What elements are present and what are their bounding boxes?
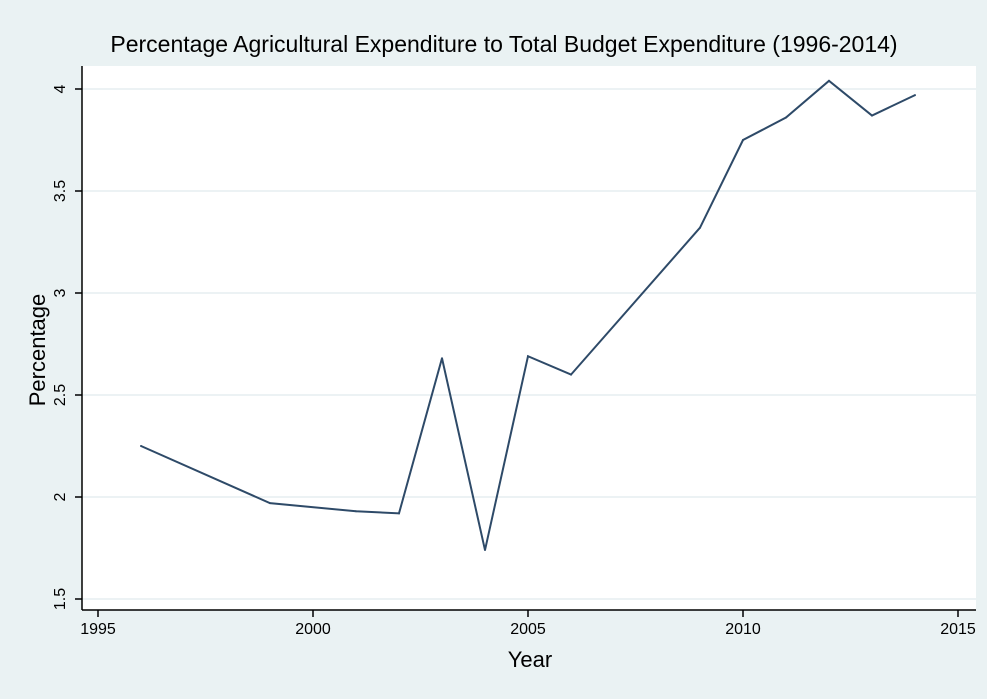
data-point [527, 355, 529, 358]
x-tick-label: 2010 [725, 621, 761, 638]
y-tick-label: 4 [52, 84, 69, 93]
y-tick-label: 1.5 [52, 588, 69, 610]
y-tick-label: 2 [52, 492, 69, 501]
data-point [484, 549, 486, 552]
data-point [785, 116, 787, 119]
y-tick-label: 3 [52, 288, 69, 297]
data-point [398, 512, 400, 515]
data-point [570, 373, 572, 376]
x-tick-label: 1995 [80, 621, 116, 638]
axis-ticks: 1.5 2 2.5 3 3.5 4 1995 2000 2005 2010 2015 [52, 84, 976, 638]
y-axis-label: Percentage [25, 294, 50, 407]
data-point [742, 139, 744, 141]
y-tick-label: 2.5 [52, 384, 69, 406]
data-point [140, 445, 142, 447]
gridlines [82, 88, 976, 600]
chart-title: Percentage Agricultural Expenditure to T… [110, 31, 897, 57]
data-point [914, 94, 916, 97]
data-point [355, 510, 357, 513]
x-tick-label: 2015 [940, 621, 976, 638]
x-axis-label: Year [508, 647, 552, 672]
data-point [828, 79, 830, 82]
x-tick-label: 2005 [510, 621, 546, 638]
series-line [140, 79, 916, 551]
data-point [871, 114, 873, 117]
data-points [140, 79, 916, 552]
x-tick-label: 2000 [295, 621, 331, 638]
data-point [441, 357, 443, 360]
y-tick-label: 3.5 [52, 180, 69, 202]
data-point [269, 502, 271, 505]
plot-area [82, 66, 976, 610]
data-point [699, 226, 701, 229]
